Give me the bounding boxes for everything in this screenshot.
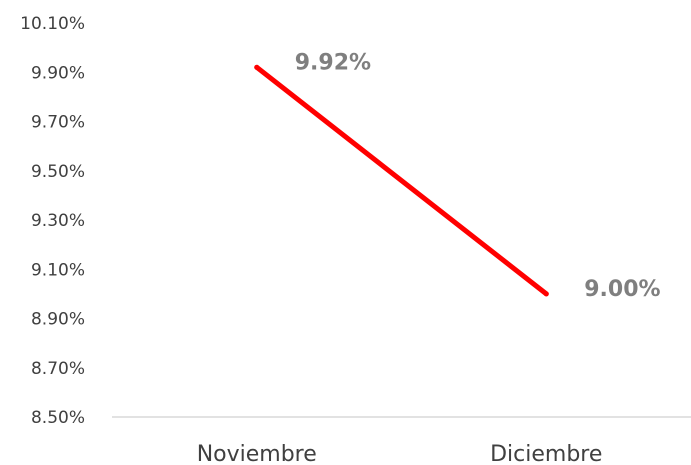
data-label: 9.00%: [584, 277, 660, 302]
y-tick-label: 10.10%: [20, 14, 85, 34]
series-line: [254, 64, 549, 297]
y-tick-label: 9.90%: [31, 63, 85, 83]
x-axis-category-labels: Noviembre Diciembre: [197, 442, 603, 465]
data-label: 9.92%: [295, 50, 371, 75]
x-category-label: Noviembre: [197, 442, 317, 465]
x-category-label: Diciembre: [490, 442, 602, 465]
data-point: [254, 64, 260, 70]
y-tick-label: 8.70%: [31, 359, 85, 379]
series-lines: [254, 64, 549, 297]
y-tick-label: 8.50%: [31, 408, 85, 428]
y-tick-label: 9.50%: [31, 162, 85, 182]
data-labels: 9.92% 9.00%: [295, 50, 661, 302]
y-tick-label: 9.70%: [31, 113, 85, 133]
y-tick-label: 8.90%: [31, 310, 85, 330]
y-tick-label: 9.10%: [31, 260, 85, 280]
data-point: [543, 291, 549, 297]
y-axis-tick-labels: 10.10% 9.90% 9.70% 9.50% 9.30% 9.10% 8.90% 8.70…: [20, 14, 85, 428]
y-tick-label: 9.30%: [31, 211, 85, 231]
